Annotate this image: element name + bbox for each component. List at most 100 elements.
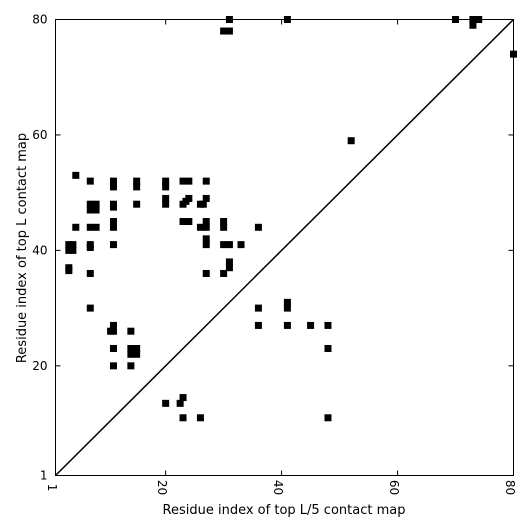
contact-point <box>179 394 187 402</box>
contact-point <box>162 194 170 202</box>
contact-point <box>109 203 117 211</box>
y-tick-label: 20 <box>32 359 47 373</box>
contact-point <box>133 350 141 358</box>
contact-point <box>86 177 94 185</box>
contact-point <box>283 16 291 23</box>
contact-point <box>69 241 77 249</box>
contact-point <box>202 194 210 202</box>
contact-point <box>202 218 210 226</box>
contact-point <box>475 16 483 23</box>
contact-point <box>127 362 135 370</box>
contact-point <box>225 258 233 266</box>
y-tick-label: 1 <box>40 469 48 483</box>
contact-point <box>65 264 73 272</box>
contact-point <box>196 223 204 231</box>
contact-point <box>225 16 233 23</box>
contact-point <box>86 241 94 249</box>
y-tick-label: 60 <box>32 128 47 142</box>
contact-point <box>254 223 262 231</box>
contact-point <box>109 362 117 370</box>
points-layer <box>65 16 517 422</box>
contact-point <box>86 223 94 231</box>
contact-point <box>283 298 291 306</box>
contact-point <box>72 171 80 179</box>
contact-point <box>92 200 100 208</box>
diagonal-line <box>54 18 515 477</box>
contact-point <box>179 218 187 226</box>
contact-point <box>324 414 332 422</box>
contact-point <box>202 223 210 231</box>
contact-point <box>283 304 291 312</box>
x-tick-label: 40 <box>271 480 285 495</box>
contact-point <box>220 223 228 231</box>
contact-point <box>109 183 117 191</box>
contact-point <box>347 137 355 145</box>
x-tick-label: 80 <box>503 480 517 495</box>
x-tick-label: 1 <box>45 484 59 492</box>
contact-point <box>510 50 517 58</box>
contact-point <box>179 414 187 422</box>
contact-point <box>202 269 210 277</box>
x-axis-title: Residue index of top L/5 contact map <box>163 503 406 518</box>
contact-point <box>133 183 141 191</box>
contact-point <box>109 177 117 185</box>
contact-point <box>452 16 460 23</box>
contact-point <box>133 345 141 353</box>
contact-point <box>69 246 77 254</box>
contact-point <box>65 241 73 249</box>
contact-point <box>109 241 117 249</box>
contact-point <box>324 321 332 329</box>
ticks-layer: 1 20 40 60 80 1 20 40 60 80 <box>32 13 517 496</box>
diagonal-layer <box>54 18 515 477</box>
contact-point <box>179 200 187 208</box>
y-tick-label: 40 <box>32 243 47 257</box>
contact-point <box>185 218 193 226</box>
x-tick-label: 60 <box>387 480 401 495</box>
contact-point <box>254 304 262 312</box>
contact-point <box>133 177 141 185</box>
contact-point <box>109 327 117 335</box>
contact-point <box>202 235 210 243</box>
y-axis-title: Residue index of top L contact map <box>15 133 30 363</box>
contact-point <box>220 27 228 35</box>
y-tick-label: 80 <box>32 13 47 27</box>
contact-point <box>127 345 135 353</box>
contact-point <box>72 223 80 231</box>
contact-point <box>109 321 117 329</box>
contact-point <box>127 350 135 358</box>
contact-point <box>220 269 228 277</box>
contact-point <box>202 241 210 249</box>
contact-point <box>92 206 100 214</box>
x-tick-label: 20 <box>155 480 169 495</box>
contact-point <box>225 241 233 249</box>
contact-point <box>133 200 141 208</box>
contact-point <box>185 194 193 202</box>
contact-point <box>185 177 193 185</box>
contact-point <box>469 16 477 23</box>
contact-point <box>196 414 204 422</box>
contact-point <box>92 223 100 231</box>
contact-point <box>324 345 332 353</box>
contact-point <box>127 327 135 335</box>
contact-point <box>109 218 117 226</box>
contact-point <box>86 206 94 214</box>
contact-point <box>220 241 228 249</box>
contact-point <box>225 264 233 272</box>
contact-point <box>225 27 233 35</box>
contact-point <box>65 246 73 254</box>
contact-point <box>199 200 207 208</box>
contact-point <box>220 218 228 226</box>
contact-point <box>109 223 117 231</box>
contact-point <box>176 399 184 407</box>
contact-point <box>254 321 262 329</box>
contact-point <box>469 21 477 29</box>
contact-point <box>202 177 210 185</box>
contact-point <box>162 399 170 407</box>
contact-point <box>162 200 170 208</box>
contact-point <box>162 177 170 185</box>
contact-point <box>162 183 170 191</box>
contact-point <box>86 304 94 312</box>
contact-point <box>307 321 315 329</box>
contact-point <box>86 269 94 277</box>
